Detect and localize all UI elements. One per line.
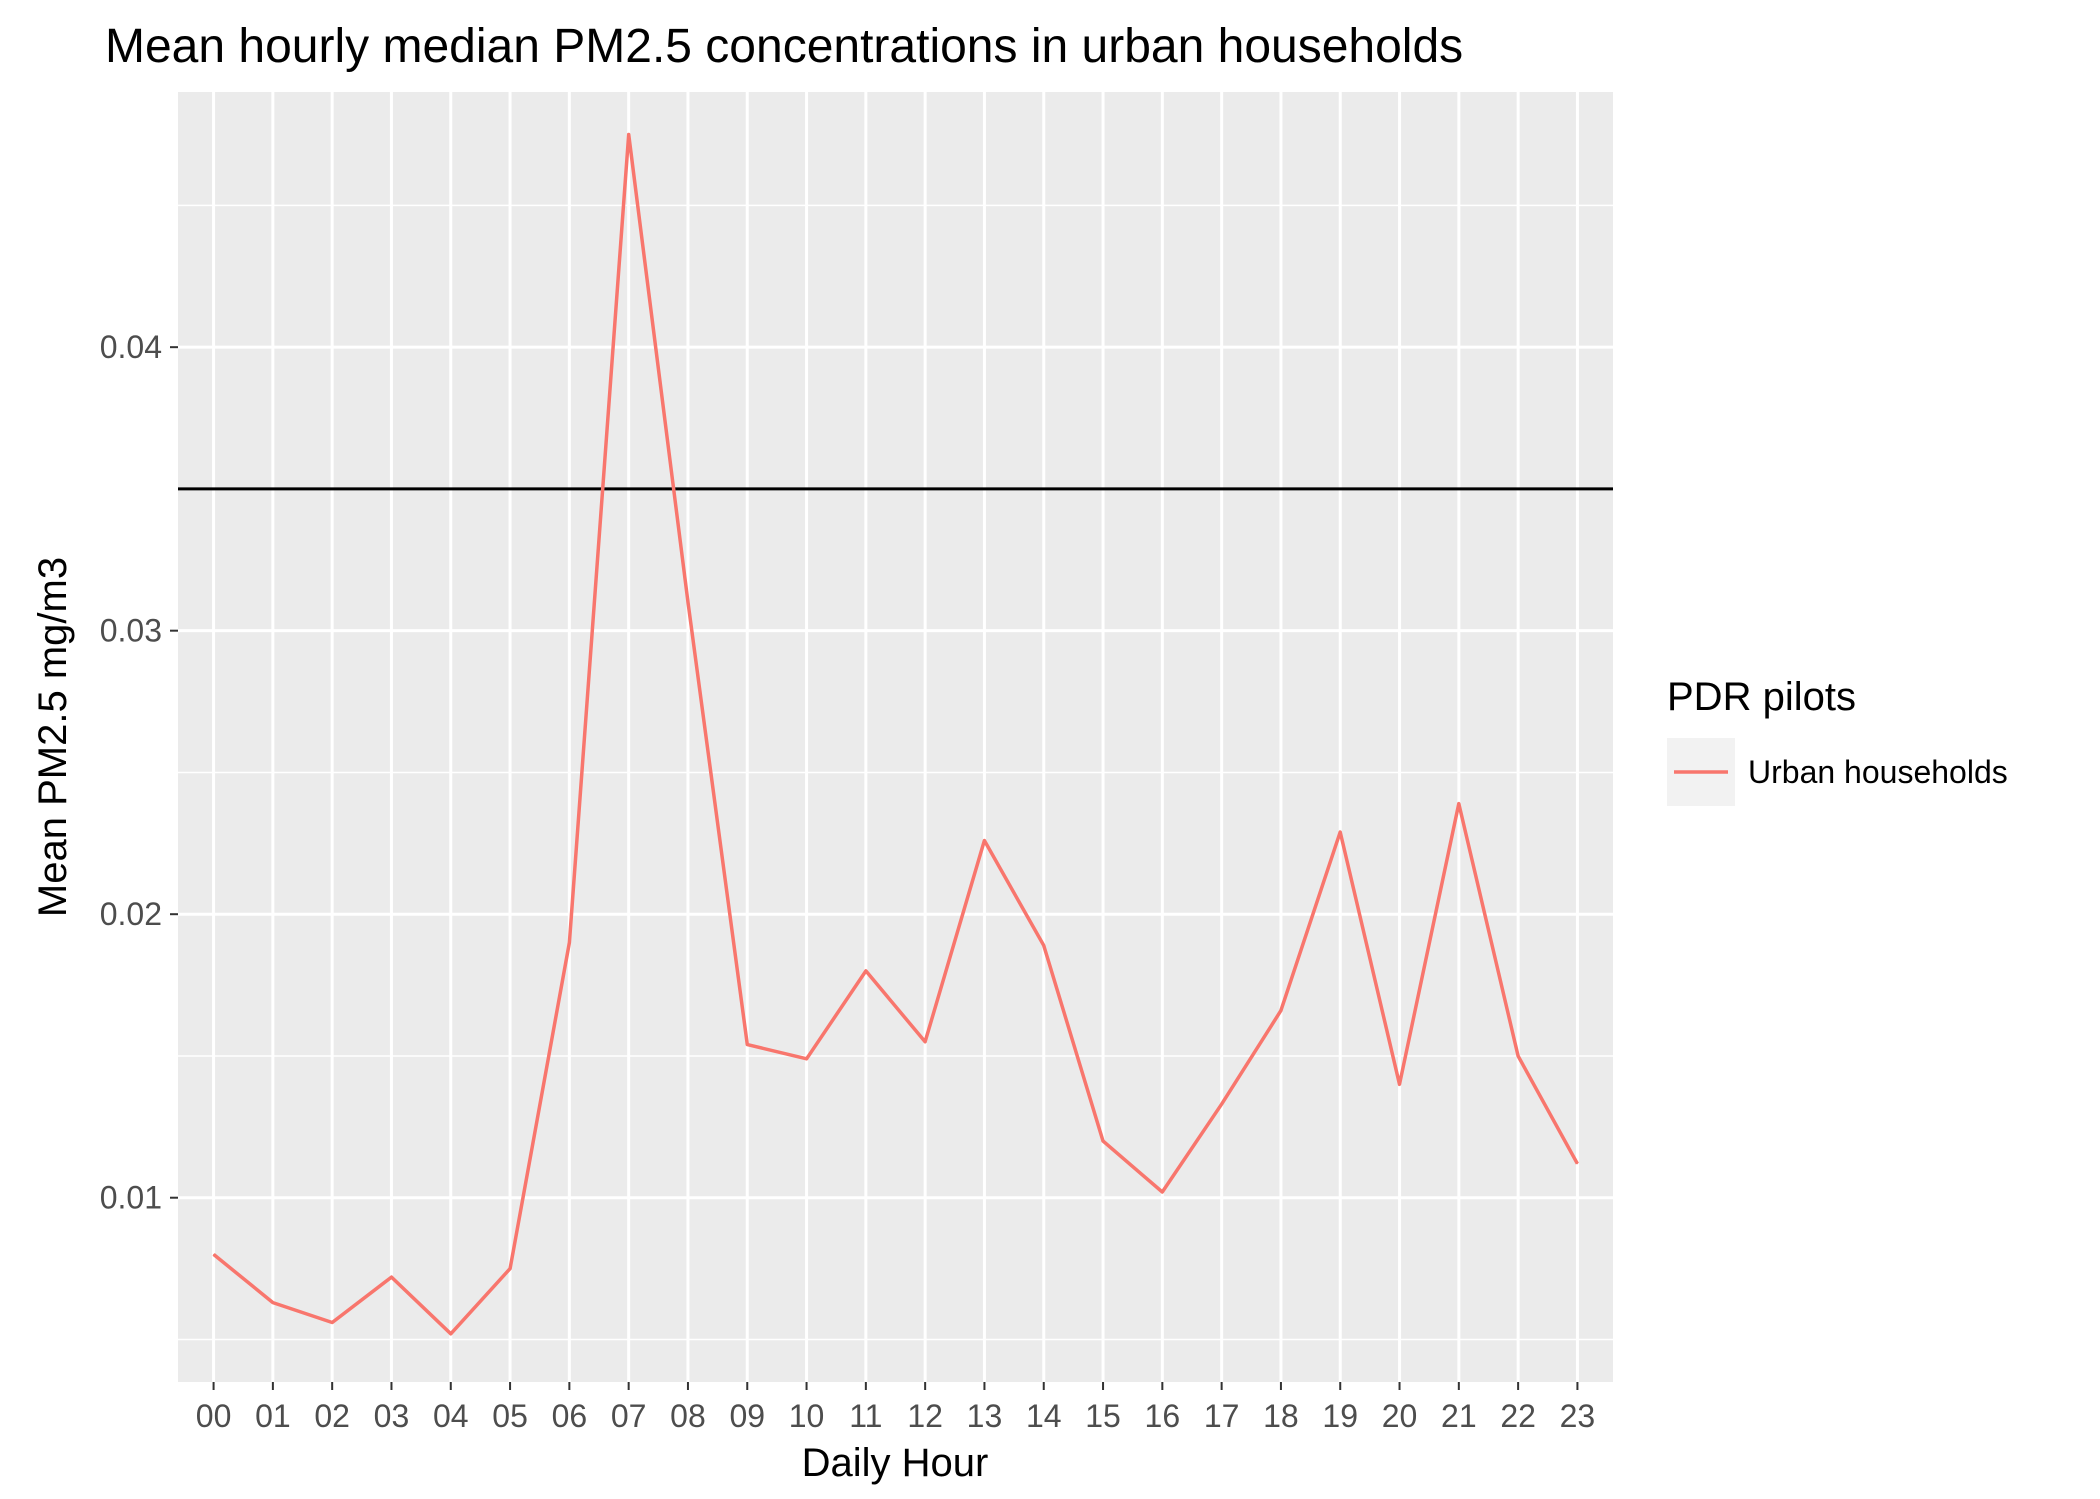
data-point-02 bbox=[331, 1321, 333, 1323]
data-point-17 bbox=[1221, 1103, 1223, 1105]
x-axis: 00 01 02 03 04 05 06 07 08 09 10 11 12 13 14 15 16 17 18 19… bbox=[196, 1382, 1595, 1434]
x-tick-label-20: 20 bbox=[1382, 1398, 1418, 1434]
y-tick-label-0: 0.01 bbox=[100, 1180, 162, 1216]
data-point-01 bbox=[272, 1302, 274, 1304]
data-point-23 bbox=[1576, 1163, 1578, 1165]
x-tick-label-02: 02 bbox=[314, 1398, 350, 1434]
x-tick-label-19: 19 bbox=[1322, 1398, 1358, 1434]
x-tick-label-01: 01 bbox=[255, 1398, 291, 1434]
data-point-18 bbox=[1280, 1010, 1282, 1012]
data-point-05 bbox=[509, 1268, 511, 1270]
x-tick-label-15: 15 bbox=[1085, 1398, 1121, 1434]
data-point-19 bbox=[1339, 831, 1341, 833]
plot-panel bbox=[178, 92, 1613, 1382]
x-tick-label-17: 17 bbox=[1204, 1398, 1240, 1434]
data-point-12 bbox=[924, 1041, 926, 1043]
data-point-04 bbox=[450, 1333, 452, 1335]
x-tick-label-05: 05 bbox=[492, 1398, 528, 1434]
x-tick-label-07: 07 bbox=[611, 1398, 647, 1434]
major-gridlines bbox=[178, 92, 1613, 1382]
series-group bbox=[212, 132, 1579, 1336]
x-tick-label-00: 00 bbox=[196, 1398, 232, 1434]
data-point-00 bbox=[213, 1253, 215, 1255]
data-point-16 bbox=[1161, 1191, 1163, 1193]
data-point-13 bbox=[983, 839, 985, 841]
data-point-10 bbox=[806, 1058, 808, 1060]
y-axis: 0.01 0.02 0.03 0.04 bbox=[100, 329, 178, 1216]
legend: PDR pilots Urban households bbox=[1667, 675, 2008, 806]
x-tick-label-11: 11 bbox=[849, 1398, 882, 1434]
data-point-06 bbox=[568, 942, 570, 944]
y-axis-title: Mean PM2.5 mg/m3 bbox=[31, 557, 75, 917]
legend-title: PDR pilots bbox=[1667, 675, 1856, 719]
data-point-20 bbox=[1399, 1083, 1401, 1085]
x-axis-title: Daily Hour bbox=[802, 1441, 989, 1485]
data-point-11 bbox=[865, 970, 867, 972]
x-tick-label-22: 22 bbox=[1500, 1398, 1536, 1434]
x-tick-label-12: 12 bbox=[907, 1398, 943, 1434]
x-tick-label-21: 21 bbox=[1441, 1398, 1477, 1434]
x-tick-label-08: 08 bbox=[670, 1398, 706, 1434]
series-line-urban-households bbox=[212, 132, 1579, 1336]
data-point-09 bbox=[746, 1044, 748, 1046]
x-tick-label-04: 04 bbox=[433, 1398, 469, 1434]
chart-title: Mean hourly median PM2.5 concentrations … bbox=[105, 20, 1463, 73]
y-tick-label-2: 0.03 bbox=[100, 613, 162, 649]
data-point-14 bbox=[1043, 944, 1045, 946]
x-tick-label-10: 10 bbox=[789, 1398, 825, 1434]
data-point-07 bbox=[628, 134, 630, 136]
y-tick-label-1: 0.02 bbox=[100, 896, 162, 932]
legend-label-urban-households: Urban households bbox=[1748, 754, 2008, 790]
x-tick-label-09: 09 bbox=[729, 1398, 765, 1434]
x-tick-label-18: 18 bbox=[1263, 1398, 1299, 1434]
x-tick-label-23: 23 bbox=[1560, 1398, 1596, 1434]
x-tick-label-03: 03 bbox=[374, 1398, 410, 1434]
x-tick-label-13: 13 bbox=[967, 1398, 1003, 1434]
y-tick-label-3: 0.04 bbox=[100, 329, 162, 365]
x-tick-label-16: 16 bbox=[1145, 1398, 1181, 1434]
x-tick-label-06: 06 bbox=[552, 1398, 588, 1434]
data-point-22 bbox=[1517, 1055, 1519, 1057]
data-point-03 bbox=[390, 1276, 392, 1278]
data-point-21 bbox=[1458, 803, 1460, 805]
data-point-15 bbox=[1102, 1140, 1104, 1142]
data-point-08 bbox=[687, 601, 689, 603]
x-tick-label-14: 14 bbox=[1026, 1398, 1062, 1434]
